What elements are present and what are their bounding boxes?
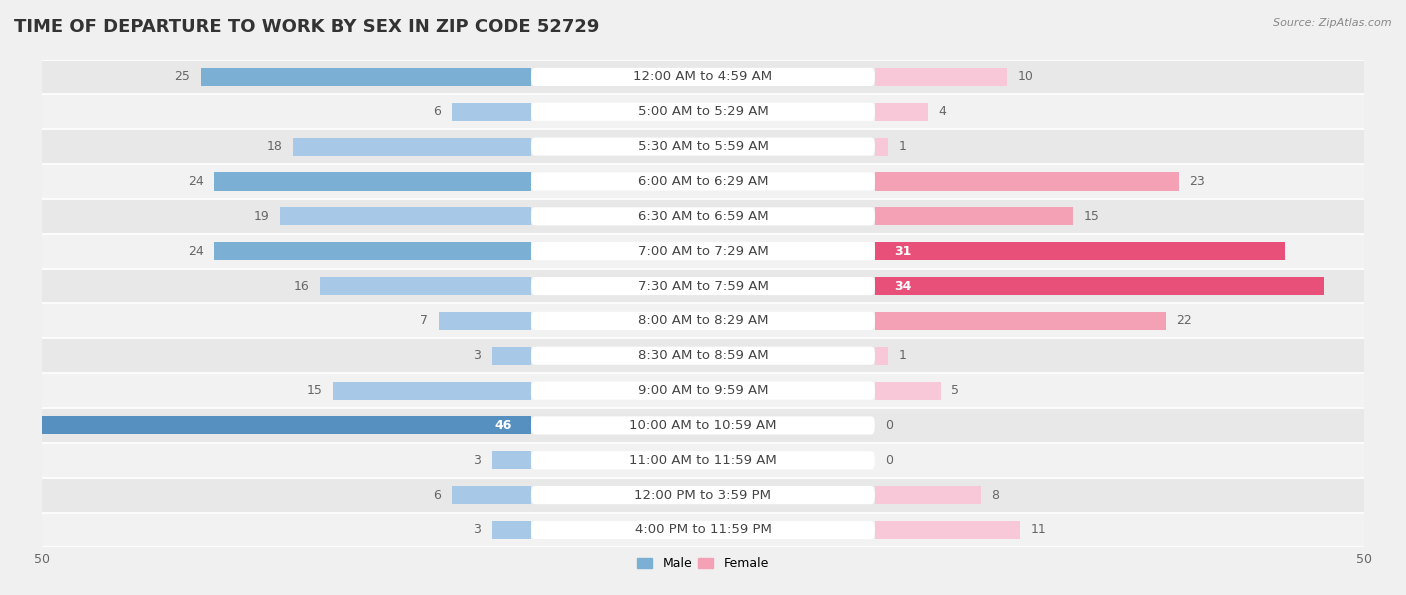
FancyBboxPatch shape bbox=[531, 312, 875, 330]
Bar bbox=[42, 339, 1364, 373]
Text: 8:00 AM to 8:29 AM: 8:00 AM to 8:29 AM bbox=[638, 314, 768, 327]
Bar bbox=[42, 234, 1364, 268]
FancyBboxPatch shape bbox=[531, 521, 875, 539]
Text: 1: 1 bbox=[898, 349, 907, 362]
Text: 23: 23 bbox=[1189, 175, 1205, 188]
Bar bbox=[875, 312, 1166, 330]
Bar bbox=[42, 478, 1364, 512]
Bar bbox=[492, 451, 531, 469]
Text: 10:00 AM to 10:59 AM: 10:00 AM to 10:59 AM bbox=[630, 419, 776, 432]
Bar bbox=[42, 303, 1364, 339]
Bar bbox=[875, 486, 980, 504]
Bar bbox=[875, 521, 1021, 539]
Bar bbox=[875, 173, 1178, 190]
Text: 25: 25 bbox=[174, 70, 190, 83]
Bar bbox=[439, 312, 531, 330]
FancyBboxPatch shape bbox=[531, 451, 875, 469]
Bar bbox=[875, 277, 1324, 295]
Text: 31: 31 bbox=[894, 245, 912, 258]
Text: 0: 0 bbox=[886, 454, 893, 466]
FancyBboxPatch shape bbox=[531, 103, 875, 121]
Bar bbox=[280, 207, 531, 226]
FancyBboxPatch shape bbox=[531, 173, 875, 190]
FancyBboxPatch shape bbox=[531, 207, 875, 226]
Text: 24: 24 bbox=[187, 245, 204, 258]
Bar bbox=[42, 512, 1364, 547]
Bar bbox=[214, 173, 531, 190]
Text: 3: 3 bbox=[472, 349, 481, 362]
Text: 19: 19 bbox=[253, 210, 270, 223]
Bar bbox=[875, 68, 1007, 86]
FancyBboxPatch shape bbox=[531, 242, 875, 260]
Text: 10: 10 bbox=[1018, 70, 1033, 83]
Text: 7:30 AM to 7:59 AM: 7:30 AM to 7:59 AM bbox=[637, 280, 769, 293]
Text: 11:00 AM to 11:59 AM: 11:00 AM to 11:59 AM bbox=[628, 454, 778, 466]
Text: 9:00 AM to 9:59 AM: 9:00 AM to 9:59 AM bbox=[638, 384, 768, 397]
Text: 46: 46 bbox=[494, 419, 512, 432]
Bar bbox=[875, 347, 889, 365]
FancyBboxPatch shape bbox=[531, 277, 875, 295]
Text: 6:00 AM to 6:29 AM: 6:00 AM to 6:29 AM bbox=[638, 175, 768, 188]
Text: 24: 24 bbox=[187, 175, 204, 188]
Text: 16: 16 bbox=[294, 280, 309, 293]
Text: 0: 0 bbox=[886, 419, 893, 432]
Bar bbox=[875, 103, 928, 121]
Text: 15: 15 bbox=[1084, 210, 1099, 223]
Text: 8:30 AM to 8:59 AM: 8:30 AM to 8:59 AM bbox=[638, 349, 768, 362]
Text: 8: 8 bbox=[991, 488, 1000, 502]
Text: 11: 11 bbox=[1031, 524, 1046, 537]
Bar bbox=[319, 277, 531, 295]
Text: 7: 7 bbox=[420, 314, 427, 327]
Text: 12:00 PM to 3:59 PM: 12:00 PM to 3:59 PM bbox=[634, 488, 772, 502]
Text: 5:00 AM to 5:29 AM: 5:00 AM to 5:29 AM bbox=[638, 105, 768, 118]
FancyBboxPatch shape bbox=[531, 137, 875, 156]
Text: 1: 1 bbox=[898, 140, 907, 153]
Bar bbox=[0, 416, 531, 434]
Bar bbox=[875, 137, 889, 156]
Bar bbox=[214, 242, 531, 260]
Bar bbox=[201, 68, 531, 86]
Bar bbox=[294, 137, 531, 156]
Text: 6: 6 bbox=[433, 488, 441, 502]
Text: 3: 3 bbox=[472, 524, 481, 537]
Text: 12:00 AM to 4:59 AM: 12:00 AM to 4:59 AM bbox=[634, 70, 772, 83]
Bar bbox=[492, 347, 531, 365]
Text: 22: 22 bbox=[1177, 314, 1192, 327]
Bar bbox=[42, 443, 1364, 478]
Bar bbox=[42, 408, 1364, 443]
Bar bbox=[875, 242, 1285, 260]
Bar bbox=[42, 199, 1364, 234]
Bar bbox=[42, 164, 1364, 199]
Text: 4:00 PM to 11:59 PM: 4:00 PM to 11:59 PM bbox=[634, 524, 772, 537]
Text: 34: 34 bbox=[894, 280, 912, 293]
Text: Source: ZipAtlas.com: Source: ZipAtlas.com bbox=[1274, 18, 1392, 28]
Text: 5:30 AM to 5:59 AM: 5:30 AM to 5:59 AM bbox=[637, 140, 769, 153]
Bar bbox=[492, 521, 531, 539]
Bar bbox=[42, 129, 1364, 164]
Text: 15: 15 bbox=[307, 384, 322, 397]
Bar bbox=[42, 373, 1364, 408]
Text: 18: 18 bbox=[267, 140, 283, 153]
Text: 6: 6 bbox=[433, 105, 441, 118]
Bar bbox=[42, 95, 1364, 129]
FancyBboxPatch shape bbox=[531, 381, 875, 400]
Text: 5: 5 bbox=[952, 384, 959, 397]
Bar bbox=[875, 207, 1073, 226]
FancyBboxPatch shape bbox=[531, 486, 875, 504]
Bar bbox=[42, 60, 1364, 95]
Text: 7:00 AM to 7:29 AM: 7:00 AM to 7:29 AM bbox=[638, 245, 768, 258]
Legend: Male, Female: Male, Female bbox=[637, 558, 769, 571]
Text: 4: 4 bbox=[938, 105, 946, 118]
Text: 6:30 AM to 6:59 AM: 6:30 AM to 6:59 AM bbox=[638, 210, 768, 223]
Bar bbox=[451, 486, 531, 504]
FancyBboxPatch shape bbox=[531, 68, 875, 86]
Bar bbox=[451, 103, 531, 121]
Bar bbox=[333, 381, 531, 400]
Text: TIME OF DEPARTURE TO WORK BY SEX IN ZIP CODE 52729: TIME OF DEPARTURE TO WORK BY SEX IN ZIP … bbox=[14, 18, 599, 36]
FancyBboxPatch shape bbox=[531, 416, 875, 434]
Bar bbox=[42, 268, 1364, 303]
FancyBboxPatch shape bbox=[531, 347, 875, 365]
Bar bbox=[875, 381, 941, 400]
Text: 3: 3 bbox=[472, 454, 481, 466]
